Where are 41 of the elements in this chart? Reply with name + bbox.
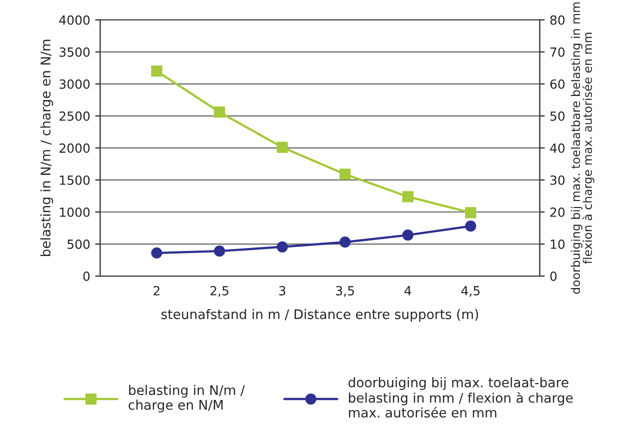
- y2-tick-label: 30: [550, 175, 565, 185]
- point: [276, 241, 288, 252]
- point: [402, 191, 414, 202]
- y-tick-label: 2500: [60, 111, 90, 121]
- y2-tick-label: 80: [550, 15, 565, 25]
- point: [276, 142, 288, 153]
- y-tick-label: 1000: [60, 207, 90, 217]
- x-tick-label: 2,5: [210, 286, 228, 297]
- point: [340, 168, 351, 180]
- x-axis-title: steunafstand in m / Distance entre supports (m): [161, 308, 478, 322]
- point: [151, 247, 162, 259]
- y2-tick-label: 60: [550, 79, 565, 89]
- y2-axis-title: doorbuiging bij max. toelaatbare belasting in mm flexion à charge max. autorisée en mm: [570, 2, 594, 294]
- y-tick-label: 4000: [59, 15, 90, 25]
- point: [465, 220, 476, 232]
- legend-label: belasting in N/m / charge en N/M: [128, 384, 245, 412]
- y-tick-label: 2000: [60, 143, 90, 153]
- point: [402, 230, 414, 241]
- y2-tick-label: 40: [550, 143, 565, 153]
- legend-label: doorbuiging bij max. toelaat-bare belasting in mm / flexion à charge max. autorisée en mm: [348, 377, 573, 418]
- y2-tick-label: 70: [550, 47, 565, 57]
- y-tick-label: 1500: [60, 175, 90, 185]
- point: [214, 106, 226, 118]
- y-tick-label: 500: [68, 240, 90, 249]
- x-tick-label: 3,5: [336, 286, 354, 297]
- x-tick-label: 3: [279, 286, 286, 296]
- y2-tick-label: 50: [550, 111, 565, 121]
- y-axis-title: belasting in N/m / charge en N/m: [40, 40, 54, 256]
- y2-tick-label: 10: [550, 240, 565, 249]
- x-tick-label: 4: [404, 286, 412, 296]
- y2-tick-label: 20: [550, 207, 565, 217]
- y-tick-label: 3000: [60, 79, 90, 89]
- point: [214, 246, 226, 257]
- point: [465, 207, 476, 218]
- x-tick-label: 4,5: [461, 286, 480, 297]
- y-tick-label: 0: [83, 272, 90, 281]
- y-tick-label: 3500: [60, 47, 90, 57]
- point: [151, 66, 162, 77]
- x-tick-label: 2: [154, 286, 160, 296]
- point: [340, 236, 351, 248]
- y2-tick-label: 0: [550, 272, 557, 281]
